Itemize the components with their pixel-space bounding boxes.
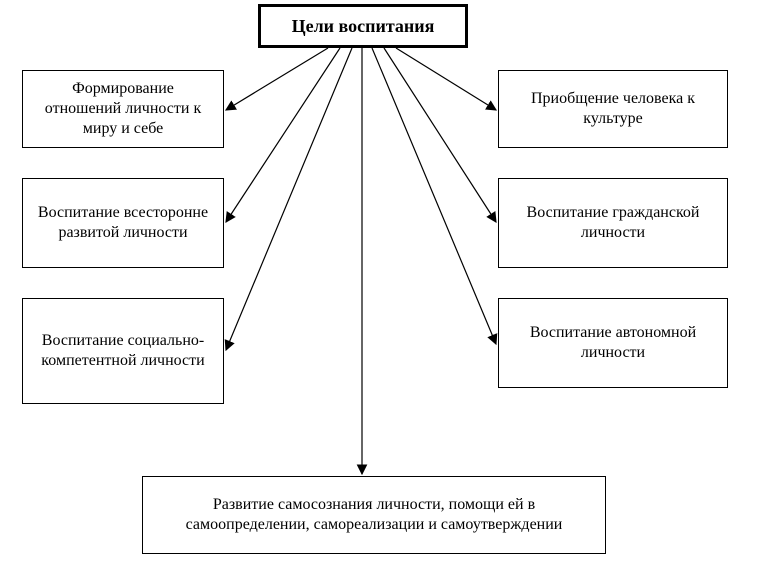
node-n4: Воспитание гражданской личности [498, 178, 728, 268]
node-n7: Развитие самосознания личности, помощи е… [142, 476, 606, 554]
node-n3: Воспитание всесторонне развитой личности [22, 178, 224, 268]
node-n6: Воспитание автономной личности [498, 298, 728, 388]
node-n3-text: Воспитание всесторонне развитой личности [33, 203, 213, 243]
node-n1: Формирование отношений личности к миру и… [22, 70, 224, 148]
edge-title-n6 [372, 48, 496, 344]
diagram-title-text: Цели воспитания [292, 15, 435, 38]
edge-title-n4 [384, 48, 496, 222]
node-n5: Воспитание социально-компетентной личнос… [22, 298, 224, 404]
edge-title-n1 [226, 48, 328, 110]
edge-title-n3 [226, 48, 340, 222]
node-n4-text: Воспитание гражданской личности [509, 203, 717, 243]
node-n2: Приобщение человека к культуре [498, 70, 728, 148]
node-n2-text: Приобщение человека к культуре [509, 89, 717, 129]
edge-title-n5 [226, 48, 352, 350]
diagram-title: Цели воспитания [258, 4, 468, 48]
node-n7-text: Развитие самосознания личности, помощи е… [153, 495, 595, 535]
node-n6-text: Воспитание автономной личности [509, 323, 717, 363]
node-n1-text: Формирование отношений личности к миру и… [33, 79, 213, 139]
edge-title-n2 [396, 48, 496, 110]
node-n5-text: Воспитание социально-компетентной личнос… [33, 331, 213, 371]
